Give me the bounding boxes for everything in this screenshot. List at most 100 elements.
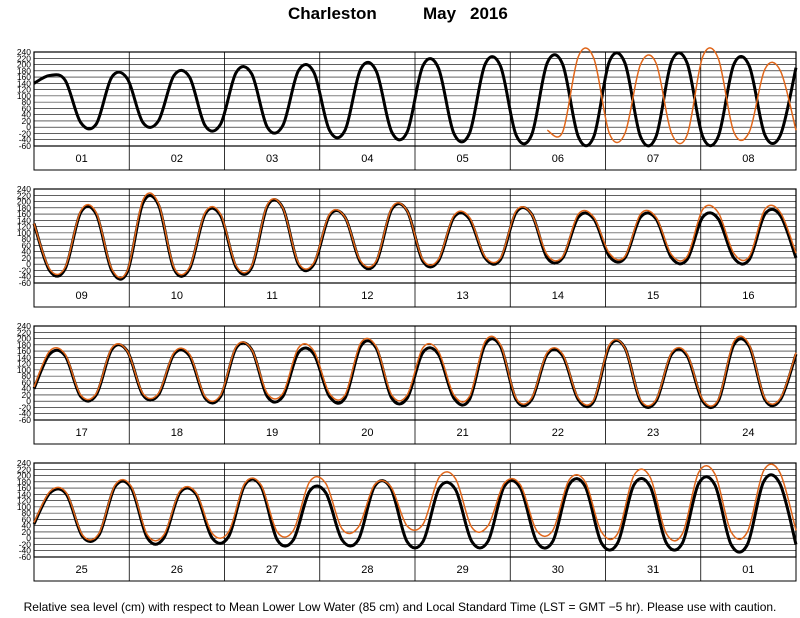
day-label: 01 [76, 153, 88, 165]
title-year: 2016 [470, 4, 508, 23]
y-tick-label: 240 [17, 184, 31, 194]
day-label: 24 [742, 427, 754, 439]
plot-frame [33, 51, 797, 147]
y-tick-label: 220 [17, 190, 31, 200]
y-tick-label: 80 [22, 234, 32, 244]
day-label: 19 [266, 427, 278, 439]
day-label: 03 [266, 153, 278, 165]
day-label: 31 [647, 564, 659, 576]
day-label: 04 [361, 153, 373, 165]
day-label: 06 [552, 153, 564, 165]
y-tick-label: 0 [26, 122, 31, 132]
day-label: 02 [171, 153, 183, 165]
y-tick-label: -20 [19, 402, 32, 412]
y-tick-label: -60 [19, 415, 32, 425]
y-tick-label: -60 [19, 278, 32, 288]
series-line-predicted [33, 335, 797, 407]
y-tick-label: 140 [17, 215, 31, 225]
y-tick-label: 120 [17, 496, 31, 506]
chart-title: Charleston May 2016 [0, 4, 800, 26]
y-tick-label: 80 [22, 371, 32, 381]
y-tick-label: 20 [22, 253, 32, 263]
day-label: 21 [457, 427, 469, 439]
day-label: 26 [171, 564, 183, 576]
day-label: 18 [171, 427, 183, 439]
y-tick-label: 0 [26, 396, 31, 406]
plot-frame [33, 188, 797, 284]
y-tick-label: -40 [19, 546, 32, 556]
y-tick-label: 200 [17, 471, 31, 481]
y-tick-label: 40 [22, 521, 32, 531]
y-tick-label: 160 [17, 209, 31, 219]
series-line-predicted [33, 463, 797, 542]
y-tick-label: 200 [17, 60, 31, 70]
day-label: 10 [171, 290, 183, 302]
y-tick-label: 60 [22, 514, 32, 524]
day-label: 20 [361, 427, 373, 439]
day-label: 12 [361, 290, 373, 302]
day-label: 23 [647, 427, 659, 439]
y-tick-label: 160 [17, 483, 31, 493]
series-line-observed [32, 473, 798, 554]
y-tick-label: 40 [22, 110, 32, 120]
y-tick-label: 20 [22, 390, 32, 400]
y-tick-label: 80 [22, 97, 32, 107]
day-label: 15 [647, 290, 659, 302]
y-tick-label: 200 [17, 197, 31, 207]
y-tick-label: 140 [17, 489, 31, 499]
y-tick-label: 120 [17, 85, 31, 95]
y-tick-label: 220 [17, 464, 31, 474]
y-tick-label: 0 [26, 259, 31, 269]
y-tick-label: 220 [17, 53, 31, 63]
y-tick-label: 120 [17, 359, 31, 369]
day-label: 08 [742, 153, 754, 165]
y-tick-label: -20 [19, 128, 32, 138]
day-label: 11 [266, 290, 277, 302]
day-label: 14 [552, 290, 564, 302]
title-month: May [423, 4, 457, 23]
title-place: Charleston [288, 4, 377, 23]
plot-frame [33, 325, 797, 421]
y-tick-label: 140 [17, 78, 31, 88]
y-tick-label: 0 [26, 533, 31, 543]
y-tick-label: 100 [17, 91, 31, 101]
day-label: 01 [742, 564, 754, 576]
y-tick-label: 180 [17, 66, 31, 76]
series-line-predicted [33, 192, 797, 279]
y-tick-label: 20 [22, 116, 32, 126]
y-tick-label: -20 [19, 539, 32, 549]
y-tick-label: 160 [17, 346, 31, 356]
y-tick-label: -20 [19, 265, 32, 275]
y-tick-label: 40 [22, 247, 32, 257]
y-tick-label: 240 [17, 321, 31, 331]
day-label: 28 [361, 564, 373, 576]
y-tick-label: 180 [17, 203, 31, 213]
y-tick-label: 100 [17, 365, 31, 375]
day-label: 25 [76, 564, 88, 576]
y-tick-label: 240 [17, 47, 31, 57]
y-tick-label: 180 [17, 340, 31, 350]
y-tick-label: 100 [17, 228, 31, 238]
y-tick-label: 160 [17, 72, 31, 82]
day-label: 13 [457, 290, 469, 302]
y-tick-label: 180 [17, 477, 31, 487]
day-label: 05 [457, 153, 469, 165]
y-tick-label: 60 [22, 103, 32, 113]
day-label: 16 [742, 290, 754, 302]
y-tick-label: 20 [22, 527, 32, 537]
day-label: 29 [457, 564, 469, 576]
plot-frame [33, 462, 797, 558]
day-label: 30 [552, 564, 564, 576]
y-tick-label: -60 [19, 141, 32, 151]
y-tick-label: 140 [17, 352, 31, 362]
caption: Relative sea level (cm) with respect to … [23, 600, 777, 614]
day-label: 07 [647, 153, 659, 165]
y-tick-label: -40 [19, 135, 32, 145]
y-tick-label: -60 [19, 552, 32, 562]
y-tick-label: 80 [22, 508, 32, 518]
y-tick-label: 240 [17, 458, 31, 468]
y-tick-label: -40 [19, 272, 32, 282]
y-tick-label: 120 [17, 222, 31, 232]
day-label: 17 [76, 427, 88, 439]
